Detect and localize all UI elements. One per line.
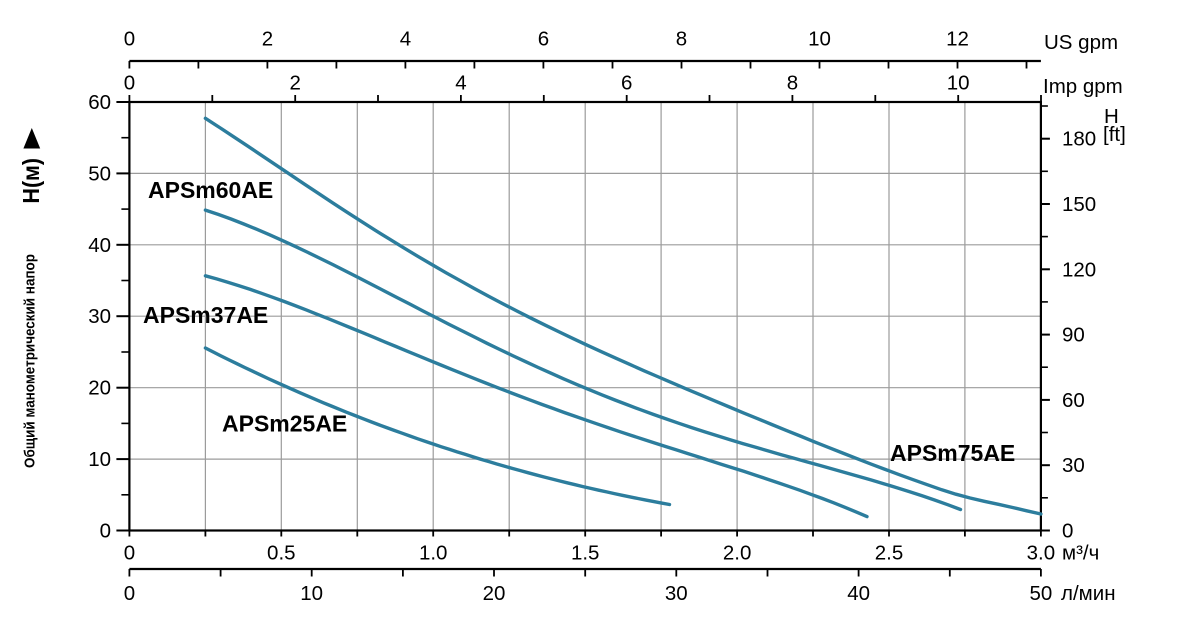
svg-text:0: 0 bbox=[1062, 520, 1073, 543]
svg-text:30: 30 bbox=[1062, 454, 1085, 477]
svg-text:40: 40 bbox=[88, 234, 111, 257]
svg-text:10: 10 bbox=[88, 448, 111, 471]
svg-text:6: 6 bbox=[621, 72, 632, 95]
svg-text:90: 90 bbox=[1062, 324, 1085, 347]
svg-text:0: 0 bbox=[124, 542, 135, 565]
svg-text:10: 10 bbox=[808, 28, 831, 51]
svg-text:180: 180 bbox=[1062, 128, 1096, 151]
svg-text:10: 10 bbox=[947, 72, 970, 95]
svg-text:0.5: 0.5 bbox=[267, 542, 296, 565]
svg-text:APSm75AE: APSm75AE bbox=[890, 440, 1015, 466]
svg-text:60: 60 bbox=[1062, 389, 1085, 412]
svg-text:Н(м): Н(м) bbox=[18, 158, 44, 204]
svg-text:0: 0 bbox=[124, 582, 135, 605]
svg-text:60: 60 bbox=[88, 91, 111, 114]
svg-text:4: 4 bbox=[400, 28, 411, 51]
svg-text:Imp gpm: Imp gpm bbox=[1043, 75, 1123, 98]
svg-text:120: 120 bbox=[1062, 258, 1096, 281]
svg-text:0: 0 bbox=[124, 28, 135, 51]
svg-text:1.0: 1.0 bbox=[419, 542, 448, 565]
svg-text:4: 4 bbox=[455, 72, 466, 95]
svg-text:40: 40 bbox=[847, 582, 870, 605]
svg-text:8: 8 bbox=[787, 72, 798, 95]
svg-text:30: 30 bbox=[88, 305, 111, 328]
svg-text:H: H bbox=[1104, 105, 1119, 128]
svg-text:[ft]: [ft] bbox=[1103, 123, 1126, 146]
svg-text:50: 50 bbox=[88, 162, 111, 185]
svg-text:APSm37AE: APSm37AE bbox=[143, 302, 268, 328]
svg-text:3.0: 3.0 bbox=[1027, 542, 1056, 565]
svg-text:10: 10 bbox=[300, 582, 323, 605]
svg-text:30: 30 bbox=[665, 582, 688, 605]
svg-text:APSm60AE: APSm60AE bbox=[148, 177, 273, 203]
svg-text:2.5: 2.5 bbox=[875, 542, 904, 565]
svg-text:0: 0 bbox=[124, 72, 135, 95]
svg-text:0: 0 bbox=[100, 520, 111, 543]
svg-text:20: 20 bbox=[483, 582, 506, 605]
svg-text:Общий манометрический напор: Общий манометрический напор bbox=[22, 254, 39, 468]
svg-text:1.5: 1.5 bbox=[571, 542, 600, 565]
svg-text:150: 150 bbox=[1062, 193, 1096, 216]
svg-text:м³/ч: м³/ч bbox=[1062, 542, 1099, 565]
svg-text:2: 2 bbox=[289, 72, 300, 95]
svg-text:12: 12 bbox=[946, 28, 969, 51]
svg-text:20: 20 bbox=[88, 377, 111, 400]
svg-text:л/мин: л/мин bbox=[1061, 582, 1116, 605]
svg-text:2: 2 bbox=[262, 28, 273, 51]
svg-text:8: 8 bbox=[676, 28, 687, 51]
svg-text:6: 6 bbox=[538, 28, 549, 51]
svg-text:APSm25AE: APSm25AE bbox=[222, 411, 347, 437]
svg-text:US gpm: US gpm bbox=[1044, 31, 1118, 54]
svg-text:50: 50 bbox=[1029, 582, 1052, 605]
svg-text:2.0: 2.0 bbox=[723, 542, 752, 565]
